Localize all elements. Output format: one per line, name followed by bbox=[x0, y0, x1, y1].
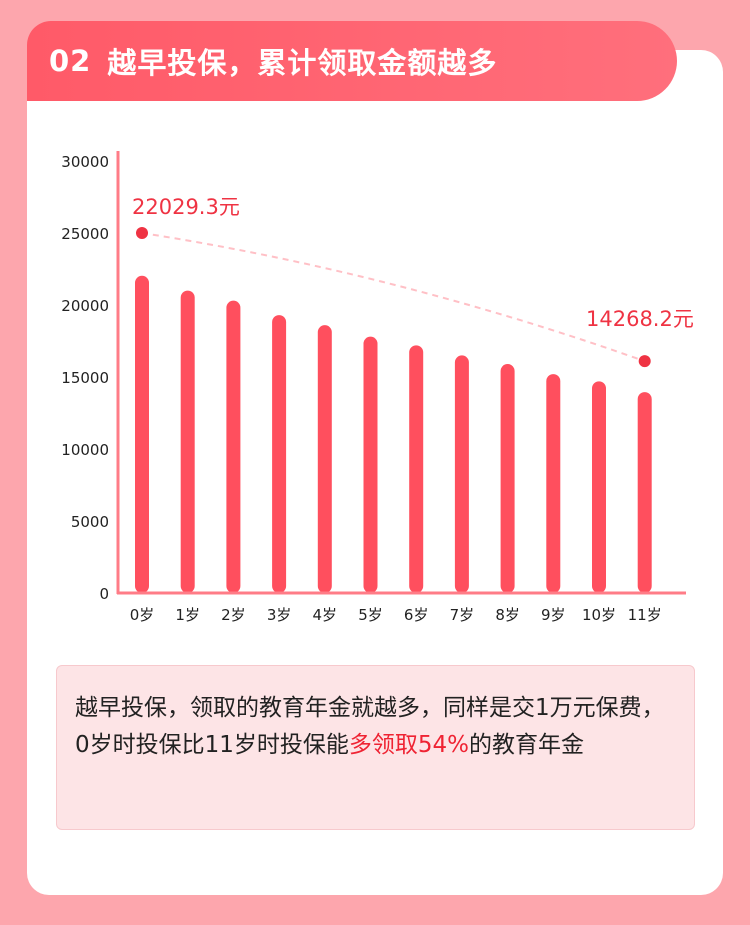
trend-end-dot bbox=[638, 355, 651, 368]
x-tick-label: 3岁 bbox=[267, 606, 292, 624]
y-tick-label: 30000 bbox=[61, 153, 109, 171]
bar bbox=[454, 355, 469, 593]
note-highlight: 多领取54% bbox=[348, 732, 470, 758]
bar bbox=[317, 325, 332, 593]
x-tick-label: 9岁 bbox=[541, 606, 566, 624]
x-tick-label: 7岁 bbox=[450, 606, 475, 624]
y-tick-label: 20000 bbox=[61, 297, 109, 315]
bar bbox=[500, 364, 515, 593]
x-tick-label: 6岁 bbox=[404, 606, 429, 624]
bar bbox=[409, 345, 424, 593]
y-tick-label: 10000 bbox=[61, 441, 109, 459]
callout-label-start: 22029.3元 bbox=[132, 195, 240, 219]
x-tick-label: 8岁 bbox=[495, 606, 520, 624]
bar bbox=[592, 381, 606, 593]
summary-note: 越早投保，领取的教育年金就越多，同样是交1万元保费，0岁时投保比11岁时投保能多… bbox=[56, 665, 695, 830]
bar bbox=[272, 315, 287, 593]
section-number: 02 bbox=[49, 44, 92, 78]
y-tick-label: 5000 bbox=[71, 513, 109, 531]
x-tick-label: 2岁 bbox=[221, 606, 246, 624]
trend-start-dot bbox=[136, 227, 148, 239]
bar bbox=[180, 290, 195, 593]
x-tick-label: 11岁 bbox=[628, 606, 662, 624]
section-header: 02 越早投保，累计领取金额越多 bbox=[27, 21, 677, 101]
bar-chart: 0 5000 10000 15000 20000 25000 30000 0岁 1岁 2岁 3岁 4… bbox=[61, 151, 694, 624]
note-text: 越早投保，领取的教育年金就越多，同样是交1万元保费，0岁时投保比11岁时投保能 bbox=[75, 695, 665, 758]
bar bbox=[135, 275, 149, 593]
bar bbox=[637, 392, 652, 593]
y-tick-label: 25000 bbox=[61, 225, 109, 243]
callout-label-end: 14268.2元 bbox=[586, 307, 694, 331]
bar bbox=[546, 374, 561, 593]
bar bbox=[226, 300, 241, 593]
x-tick-label: 10岁 bbox=[582, 606, 616, 624]
y-tick-label: 0 bbox=[99, 585, 109, 603]
bar bbox=[363, 336, 378, 593]
x-tick-label: 5岁 bbox=[358, 606, 383, 624]
y-tick-label: 15000 bbox=[61, 369, 109, 387]
trend-line bbox=[141, 232, 646, 363]
x-tick-label: 0岁 bbox=[130, 606, 155, 624]
section-title: 越早投保，累计领取金额越多 bbox=[107, 46, 498, 80]
note-text-end: 的教育年金 bbox=[469, 732, 585, 758]
x-tick-label: 4岁 bbox=[313, 606, 338, 624]
x-tick-label: 1岁 bbox=[175, 606, 200, 624]
